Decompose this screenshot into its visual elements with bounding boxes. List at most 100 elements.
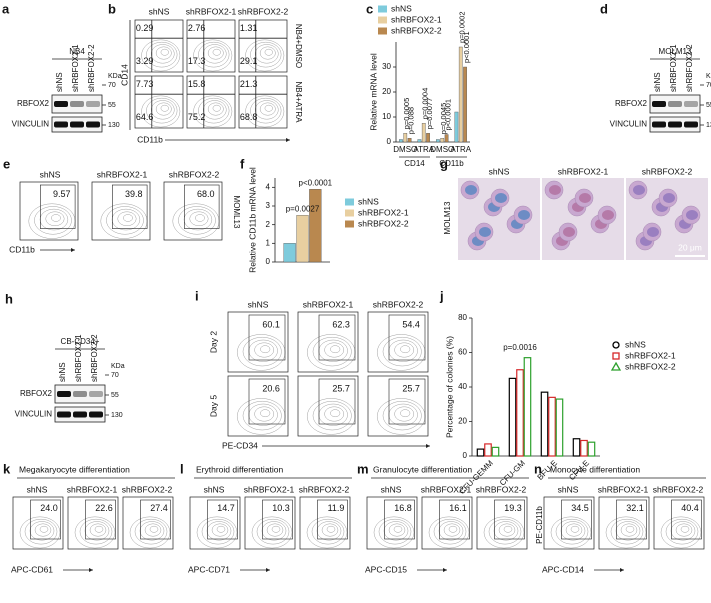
contour (433, 518, 467, 545)
contour (498, 523, 516, 537)
legend-label: shRBFOX2-2 (625, 361, 676, 371)
nucleus (633, 185, 645, 195)
protein-label: RBFOX2 (615, 99, 648, 108)
bar (407, 138, 412, 143)
band (70, 121, 84, 128)
contour (306, 516, 348, 549)
gate-value: 21.3 (240, 79, 258, 89)
contour (212, 104, 221, 112)
gate-value: 16.8 (394, 503, 412, 513)
bar (403, 133, 408, 143)
legend-swatch (378, 5, 387, 13)
gate-value: 19.3 (504, 503, 522, 513)
contour (155, 46, 172, 60)
arrow-head (286, 138, 290, 142)
contour (24, 518, 58, 545)
contour (79, 518, 113, 545)
bar (548, 396, 556, 457)
contour (160, 104, 169, 112)
contour (74, 516, 116, 549)
contour (34, 523, 52, 537)
p-value: p<0.0001 (299, 178, 333, 187)
contour (160, 48, 169, 56)
group-label: CD11b (439, 159, 464, 168)
contour (394, 342, 415, 358)
contour (259, 102, 276, 116)
contour (189, 211, 209, 226)
bar (440, 138, 445, 143)
flow-frame (238, 75, 288, 129)
y-tick-label: 0 (266, 257, 271, 266)
label: 20 μm (678, 242, 702, 252)
arrow-head (71, 248, 75, 252)
panel-letter: j (439, 288, 444, 303)
day-label: Day 5 (208, 395, 218, 417)
blot (649, 94, 701, 114)
label: MOLM13 (443, 201, 452, 234)
contour (660, 516, 702, 549)
contour (312, 401, 352, 431)
contour (146, 41, 178, 68)
band (57, 411, 71, 418)
label: PE-CD11b (535, 506, 544, 544)
legend-label: shNS (358, 196, 379, 206)
bar (444, 134, 449, 143)
flow-frame (12, 496, 64, 550)
contour (201, 518, 235, 545)
flow-frame (67, 496, 119, 550)
x-tick-label: ATRA (413, 145, 434, 154)
contour (378, 518, 412, 545)
y-axis-label: Percentage of colonies (%) (444, 336, 454, 438)
contour (605, 516, 647, 549)
contour (488, 518, 522, 545)
contour (29, 521, 55, 541)
contour (149, 525, 159, 533)
flow-frame (297, 375, 359, 437)
bar (476, 448, 485, 457)
panel-letter: c (366, 1, 373, 16)
gate (561, 499, 592, 540)
panel-letter: g (440, 156, 448, 171)
y-tick-label: 20 (458, 417, 467, 426)
y-tick-label: 0 (463, 451, 468, 460)
gate (85, 499, 116, 540)
contour (203, 100, 227, 120)
sample-label: shRBFOX2-2 (476, 484, 527, 494)
flow-frame (186, 75, 236, 129)
nucleus (579, 193, 591, 203)
flow-frame (19, 181, 79, 241)
legend-swatch (345, 209, 354, 217)
panel-title: Monocyte differentiation (550, 464, 640, 474)
contour (117, 211, 137, 226)
marker-label: 130 (111, 412, 123, 419)
label: KDa (706, 73, 711, 80)
contour (193, 95, 233, 128)
flow-frame (244, 496, 296, 550)
protein-label: VINCULIN (12, 120, 50, 129)
nucleus (602, 210, 614, 220)
contour (324, 342, 345, 358)
contour (550, 516, 592, 549)
flow-frame (91, 181, 151, 241)
contour (206, 521, 232, 541)
gate-value: 24.0 (40, 503, 58, 513)
flow-frame (297, 311, 359, 373)
contour (84, 521, 110, 541)
label: APC-CD15 (365, 564, 407, 574)
bar (540, 391, 549, 457)
condition-label: NB4+ATRA (294, 82, 303, 124)
marker-label: 55 (108, 102, 116, 109)
flow-frame (421, 496, 473, 550)
panel-letter: e (3, 156, 10, 171)
y-tick-label: 20 (382, 87, 391, 96)
bar (283, 243, 296, 263)
flow-frame (367, 375, 429, 437)
contour (254, 342, 275, 358)
contour (203, 44, 227, 64)
gate (494, 499, 525, 540)
contour (493, 521, 519, 541)
legend-swatch (345, 198, 354, 206)
band (70, 101, 84, 107)
contour (34, 206, 72, 235)
contour (555, 518, 589, 545)
